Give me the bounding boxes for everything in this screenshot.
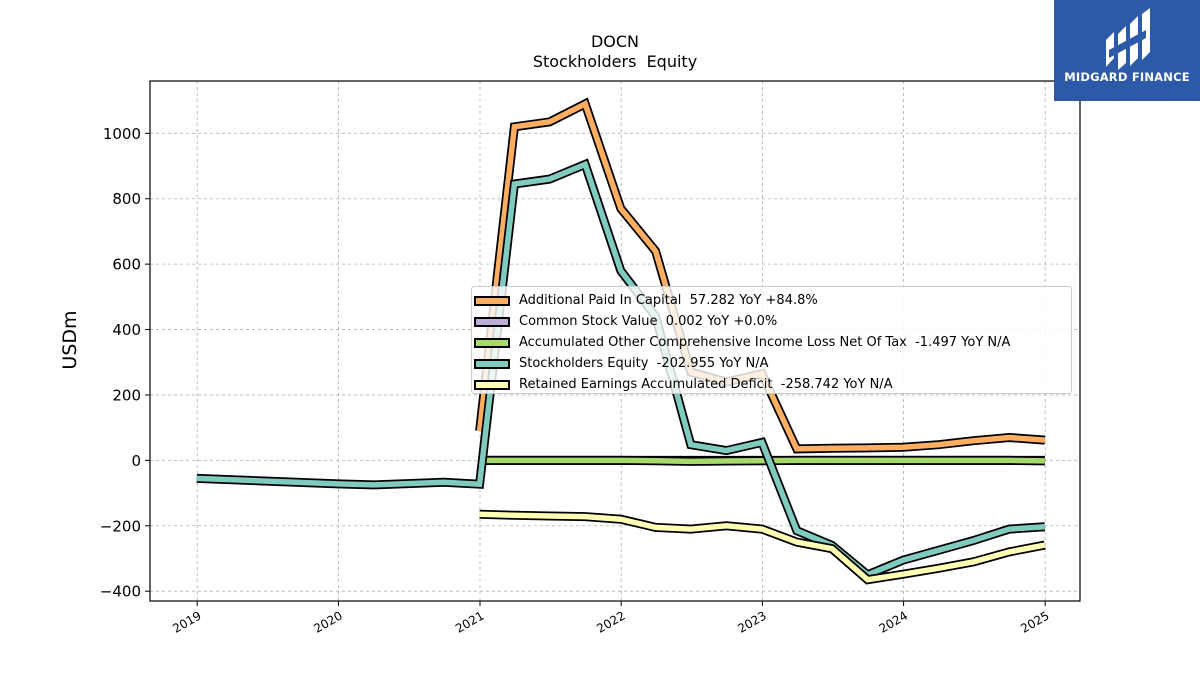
legend-swatch xyxy=(474,358,510,369)
legend-item: Additional Paid In Capital 57.282 YoY +8… xyxy=(472,290,1071,311)
brand-logo: MIDGARD FINANCE xyxy=(1054,0,1200,101)
y-tick-label: 0 xyxy=(131,452,141,470)
legend-swatch xyxy=(474,337,510,348)
legend-item: Common Stock Value 0.002 YoY +0.0% xyxy=(472,311,1071,332)
y-axis-label: USDm xyxy=(59,310,81,369)
legend-label: Common Stock Value 0.002 YoY +0.0% xyxy=(519,314,778,329)
x-tick-label: 2021 xyxy=(453,608,486,635)
legend-item: Retained Earnings Accumulated Deficit -2… xyxy=(472,374,1071,395)
plot-frame xyxy=(149,80,1081,602)
series-stockholders-equity xyxy=(196,158,1046,580)
legend-swatch xyxy=(474,379,510,390)
x-tick-label: 2024 xyxy=(877,608,910,635)
y-tick-label: −200 xyxy=(100,517,141,535)
chart-title: DOCN xyxy=(591,32,639,51)
legend-swatch xyxy=(474,295,510,306)
legend-label: Accumulated Other Comprehensive Income L… xyxy=(519,335,1011,350)
legend-item: Stockholders Equity -202.955 YoY N/A xyxy=(472,353,1071,374)
legend-label: Retained Earnings Accumulated Deficit -2… xyxy=(519,377,893,392)
chart-subtitle: Stockholders Equity xyxy=(533,52,697,71)
legend-label: Additional Paid In Capital 57.282 YoY +8… xyxy=(519,293,818,308)
midgard-logo-icon xyxy=(1106,8,1150,70)
series-line xyxy=(479,457,1045,465)
x-tick-label: 2023 xyxy=(735,608,768,635)
series-line xyxy=(196,160,1045,578)
legend-label: Stockholders Equity -202.955 YoY N/A xyxy=(519,356,769,371)
series-line xyxy=(479,511,1046,583)
x-tick-label: 2020 xyxy=(311,608,344,635)
x-tick-label: 2019 xyxy=(170,608,203,635)
series-retained-earnings-accumulated-deficit xyxy=(479,509,1046,585)
series-accumulated-other-comprehensive-income-loss-net-of-tax xyxy=(479,455,1045,466)
chart-legend: Additional Paid In Capital 57.282 YoY +8… xyxy=(471,286,1072,394)
y-tick-label: 200 xyxy=(112,386,141,404)
legend-item: Accumulated Other Comprehensive Income L… xyxy=(472,332,1071,353)
x-tick-label: 2025 xyxy=(1018,608,1051,635)
y-tick-label: 400 xyxy=(112,321,141,339)
y-tick-label: 800 xyxy=(112,190,141,208)
y-tick-label: 1000 xyxy=(103,125,141,143)
y-tick-label: −400 xyxy=(100,583,141,601)
y-tick-label: 600 xyxy=(112,256,141,274)
legend-swatch xyxy=(474,316,510,327)
x-tick-label: 2022 xyxy=(594,608,627,635)
brand-name: MIDGARD FINANCE xyxy=(1064,70,1190,84)
